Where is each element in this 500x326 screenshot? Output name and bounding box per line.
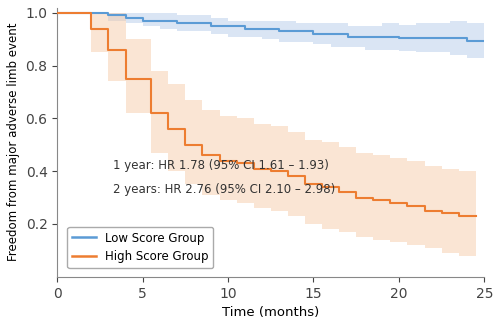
X-axis label: Time (months): Time (months) [222,306,320,319]
Legend: Low Score Group, High Score Group: Low Score Group, High Score Group [68,227,214,268]
Y-axis label: Freedom from major adverse limb event: Freedom from major adverse limb event [7,23,20,261]
Text: 2 years: HR 2.76 (95% CI 2.10 – 2.98): 2 years: HR 2.76 (95% CI 2.10 – 2.98) [112,183,335,196]
Text: 1 year: HR 1.78 (95% CI 1.61 – 1.93): 1 year: HR 1.78 (95% CI 1.61 – 1.93) [112,158,328,171]
